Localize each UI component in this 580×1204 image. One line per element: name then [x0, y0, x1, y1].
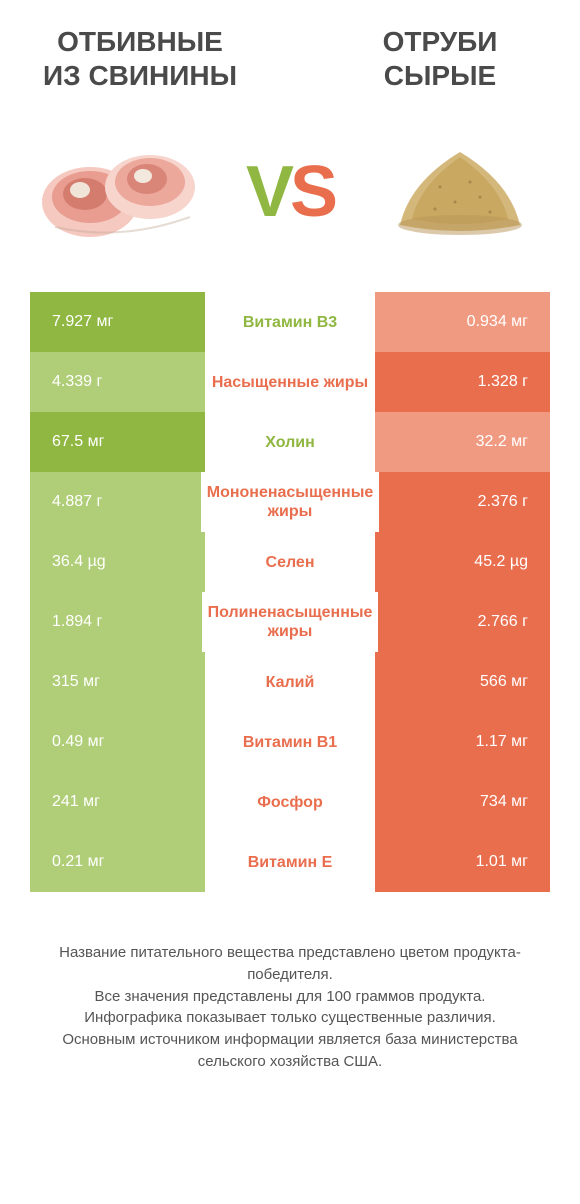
value-left: 315 мг: [30, 652, 205, 712]
nutrient-label: Витамин B1: [205, 712, 375, 772]
product-right-title: ОТРУБИ СЫРЫЕ: [340, 25, 540, 92]
product-left-image: [30, 127, 210, 257]
nutrient-label: Насыщенные жиры: [205, 352, 375, 412]
value-left: 0.49 мг: [30, 712, 205, 772]
value-left: 67.5 мг: [30, 412, 205, 472]
value-right: 2.766 г: [378, 592, 550, 652]
footer-line-1: Название питательного вещества представл…: [35, 942, 545, 986]
bran-pile-icon: [380, 137, 540, 247]
vs-v-letter: V: [246, 152, 290, 232]
nutrient-label: Витамин B3: [205, 292, 375, 352]
nutrient-label: Полиненасыщенные жиры: [202, 592, 379, 652]
value-right: 32.2 мг: [375, 412, 550, 472]
nutrient-label: Фосфор: [205, 772, 375, 832]
comparison-table: 7.927 мгВитамин B30.934 мг4.339 гНасыщен…: [0, 292, 580, 892]
table-row: 36.4 µgСелен45.2 µg: [30, 532, 550, 592]
value-left: 0.21 мг: [30, 832, 205, 892]
value-left: 241 мг: [30, 772, 205, 832]
nutrient-label: Калий: [205, 652, 375, 712]
product-right-image: [370, 127, 550, 257]
value-right: 1.17 мг: [375, 712, 550, 772]
footer-notes: Название питательного вещества представл…: [0, 892, 580, 1103]
table-row: 4.339 гНасыщенные жиры1.328 г: [30, 352, 550, 412]
vs-label: VS: [246, 151, 334, 233]
table-row: 241 мгФосфор734 мг: [30, 772, 550, 832]
footer-line-4: Основным источником информации является …: [35, 1029, 545, 1073]
value-right: 2.376 г: [379, 472, 550, 532]
footer-line-3: Инфографика показывает только существенн…: [35, 1007, 545, 1029]
table-row: 1.894 гПолиненасыщенные жиры2.766 г: [30, 592, 550, 652]
table-row: 67.5 мгХолин32.2 мг: [30, 412, 550, 472]
nutrient-label: Витамин E: [205, 832, 375, 892]
value-right: 1.01 мг: [375, 832, 550, 892]
vs-s-letter: S: [290, 152, 334, 232]
value-left: 7.927 мг: [30, 292, 205, 352]
footer-line-2: Все значения представлены для 100 граммо…: [35, 986, 545, 1008]
value-left: 1.894 г: [30, 592, 202, 652]
product-left-title: ОТБИВНЫЕ ИЗ СВИНИНЫ: [40, 25, 240, 92]
nutrient-label: Селен: [205, 532, 375, 592]
value-left: 4.887 г: [30, 472, 201, 532]
table-row: 0.21 мгВитамин E1.01 мг: [30, 832, 550, 892]
table-row: 0.49 мгВитамин B11.17 мг: [30, 712, 550, 772]
nutrient-label: Холин: [205, 412, 375, 472]
pork-chop-icon: [35, 132, 205, 252]
value-left: 36.4 µg: [30, 532, 205, 592]
value-right: 566 мг: [375, 652, 550, 712]
value-right: 45.2 µg: [375, 532, 550, 592]
value-right: 1.328 г: [375, 352, 550, 412]
value-left: 4.339 г: [30, 352, 205, 412]
table-row: 4.887 гМононенасыщенные жиры2.376 г: [30, 472, 550, 532]
table-row: 315 мгКалий566 мг: [30, 652, 550, 712]
table-row: 7.927 мгВитамин B30.934 мг: [30, 292, 550, 352]
nutrient-label: Мононенасыщенные жиры: [201, 472, 380, 532]
value-right: 734 мг: [375, 772, 550, 832]
value-right: 0.934 мг: [375, 292, 550, 352]
